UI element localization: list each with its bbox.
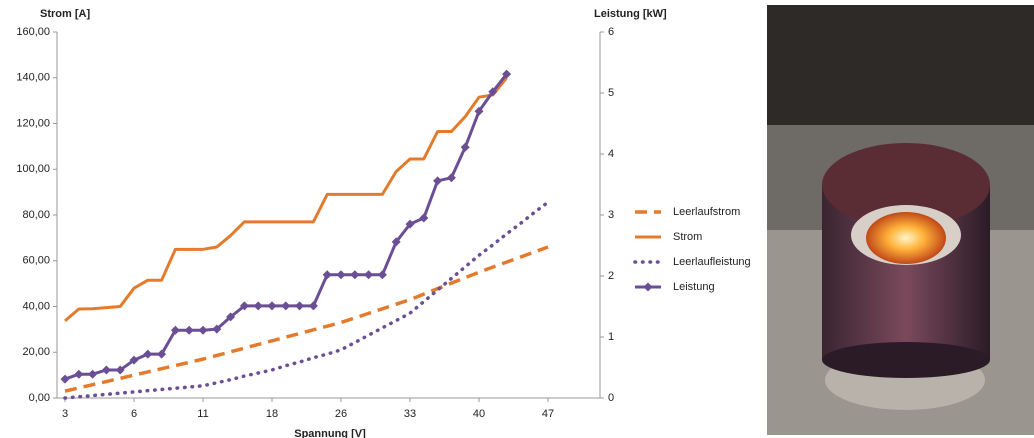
y-tick-label: 60,00 (22, 255, 50, 267)
y-tick-label: 120,00 (16, 117, 50, 129)
y-tick-label: 40,00 (22, 300, 50, 312)
series-line (64, 76, 508, 323)
x-tick-label: 18 (266, 408, 278, 420)
point-marker (253, 301, 263, 311)
point-marker (198, 325, 208, 335)
point-marker (419, 213, 429, 223)
y-tick-label: 80,00 (22, 209, 50, 221)
point-marker (446, 173, 456, 183)
point-marker (226, 312, 236, 322)
point-marker (474, 106, 484, 116)
legend-label: Strom (673, 231, 702, 243)
legend-marker (643, 282, 653, 292)
point-marker (488, 87, 498, 97)
point-marker (74, 369, 84, 379)
point-marker (322, 270, 332, 280)
point-marker (433, 176, 443, 186)
y2-axis-title: Leistung [kW] (594, 8, 667, 20)
x-tick-label: 6 (131, 408, 137, 420)
point-marker (502, 69, 512, 79)
photo (767, 5, 1034, 435)
point-marker (295, 301, 305, 311)
point-marker (157, 349, 167, 359)
point-marker (115, 365, 125, 375)
point-marker (336, 270, 346, 280)
x-tick-label: 47 (542, 408, 554, 420)
point-marker (184, 325, 194, 335)
y-tick-label: 20,00 (22, 346, 50, 358)
x-tick-label: 3 (62, 408, 68, 420)
series-line (64, 245, 549, 393)
legend-label: Leerlaufleistung (673, 256, 751, 268)
y2-tick-label: 2 (608, 270, 614, 282)
y2-tick-label: 5 (608, 87, 614, 99)
y-tick-label: 100,00 (16, 163, 50, 175)
point-marker (377, 270, 387, 280)
point-marker (267, 301, 277, 311)
y2-tick-label: 0 (608, 392, 614, 404)
y2-tick-label: 6 (608, 26, 614, 38)
x-tick-label: 26 (335, 408, 347, 420)
legend-label: Leistung (673, 281, 715, 293)
point-marker (88, 369, 98, 379)
series-line (64, 73, 508, 381)
point-marker (239, 301, 249, 311)
y-tick-label: 140,00 (16, 72, 50, 84)
point-marker (460, 142, 470, 152)
point-marker (143, 349, 153, 359)
point-marker (364, 270, 374, 280)
point-marker (391, 237, 401, 247)
point-marker (350, 270, 360, 280)
point-marker (212, 324, 222, 334)
y-axis-title: Strom [A] (40, 8, 90, 20)
point-marker (101, 365, 111, 375)
legend-label: Leerlaufstrom (673, 206, 740, 218)
x-tick-label: 33 (404, 408, 416, 420)
x-tick-label: 40 (473, 408, 485, 420)
y-tick-label: 0,00 (29, 392, 50, 404)
point-marker (129, 355, 139, 365)
y2-tick-label: 3 (608, 209, 614, 221)
y2-tick-label: 4 (608, 148, 614, 160)
point-marker (405, 219, 415, 229)
y2-tick-label: 1 (608, 331, 614, 343)
x-axis-title: Spannung [V] (294, 428, 366, 438)
point-marker (281, 301, 291, 311)
series-line (63, 200, 550, 400)
point-marker (170, 325, 180, 335)
x-tick-label: 11 (197, 408, 208, 420)
point-marker (60, 374, 70, 384)
point-marker (308, 301, 318, 311)
y-tick-label: 160,00 (16, 26, 50, 38)
